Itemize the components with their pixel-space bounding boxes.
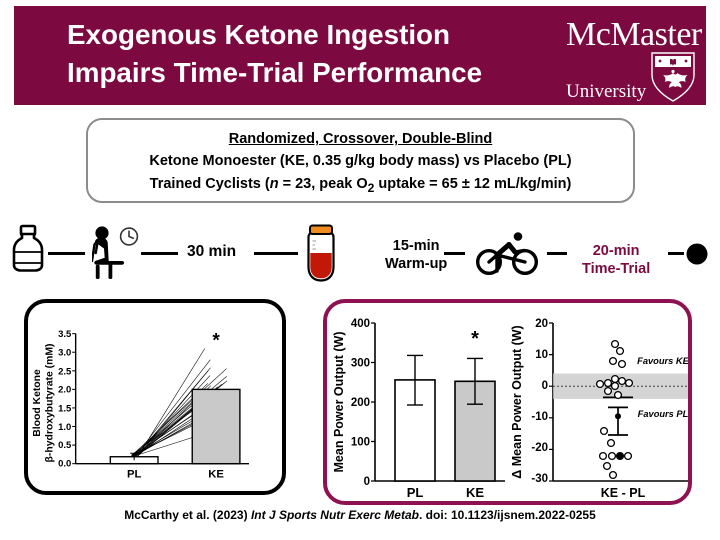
svg-text:400: 400	[351, 318, 370, 330]
svg-text:20: 20	[535, 318, 548, 330]
svg-text:1.5: 1.5	[58, 404, 72, 415]
svg-text:PL: PL	[407, 485, 424, 500]
svg-text:Favours KE: Favours KE	[637, 356, 689, 366]
svg-text:100: 100	[351, 437, 370, 449]
svg-text:0: 0	[364, 476, 370, 488]
svg-text:-30: -30	[531, 473, 548, 485]
svg-text:1.0: 1.0	[58, 422, 71, 433]
svg-text:0.5: 0.5	[58, 440, 72, 451]
svg-text:KE - PL: KE - PL	[601, 486, 646, 500]
svg-text:*: *	[212, 331, 220, 352]
svg-text:Δ Mean Power Output (W): Δ Mean Power Output (W)	[510, 325, 524, 478]
svg-text:3.5: 3.5	[58, 329, 72, 340]
svg-text:2.5: 2.5	[58, 366, 72, 377]
svg-text:10: 10	[535, 349, 548, 361]
svg-text:Favours PL: Favours PL	[638, 409, 689, 419]
svg-text:Blood Ketone: Blood Ketone	[32, 369, 43, 437]
svg-text:β-hydroxybutyrate (mM): β-hydroxybutyrate (mM)	[44, 344, 55, 463]
svg-text:-10: -10	[531, 411, 548, 423]
svg-text:Mean Power Output (W): Mean Power Output (W)	[332, 332, 346, 473]
svg-text:3.0: 3.0	[58, 347, 71, 358]
svg-text:*: *	[471, 328, 479, 350]
svg-text:200: 200	[351, 397, 370, 409]
svg-text:2.0: 2.0	[58, 385, 71, 396]
svg-text:PL: PL	[127, 469, 142, 481]
svg-text:KE: KE	[466, 485, 484, 500]
svg-text:0: 0	[542, 380, 548, 392]
svg-text:0.0: 0.0	[58, 458, 71, 469]
svg-text:KE: KE	[208, 469, 224, 481]
svg-text:-20: -20	[531, 442, 548, 454]
svg-text:300: 300	[351, 358, 370, 370]
